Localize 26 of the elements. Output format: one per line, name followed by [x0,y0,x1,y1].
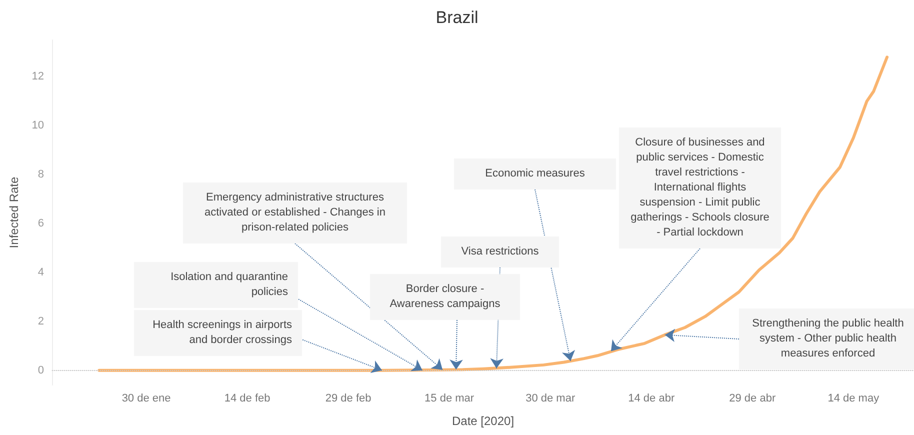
note-box: Isolation and quarantine policies [134,262,298,308]
y-tick-label: 4 [38,266,44,278]
note-box: Border closure - Awareness campaigns [370,274,520,320]
x-tick-label: 29 de feb [325,392,372,404]
y-tick-label: 6 [38,218,44,230]
note-box: Visa restrictions [441,236,559,268]
y-tick-label: 8 [38,168,44,181]
note-box: Health screenings in airports and border crossings [134,310,302,356]
x-tick-label: 14 de feb [224,392,270,404]
note-box: Emergency administrative structures activated or established - Changes in prison-related policies [183,182,407,244]
x-axis-title: Date [2020] [452,414,514,428]
note-box: Economic measures [454,158,616,190]
y-tick-label: 0 [38,364,44,376]
x-tick-label: 14 de may [828,392,880,404]
x-tick-label: 29 de abr [729,392,776,404]
note-box: Strengthening the public health system - Other public health measures enforced [739,308,914,370]
y-axis-title: Infected Rate [7,176,21,248]
x-tick-label: 14 de abr [628,392,675,404]
y-tick-label: 12 [32,70,44,83]
y-tick-label: 2 [38,315,44,328]
chart-title: Brazil [436,8,478,27]
y-tick-label: 10 [32,120,44,132]
x-tick-label: 30 de ene [122,392,171,404]
x-tick-label: 30 de mar [526,392,576,404]
x-tick-label: 15 de mar [424,392,474,404]
note-box: Closure of businesses and public services - Domestic travel restrictions - International flights suspension - Limit public gatherings - Schools closure - Partial lockdown [619,128,781,248]
